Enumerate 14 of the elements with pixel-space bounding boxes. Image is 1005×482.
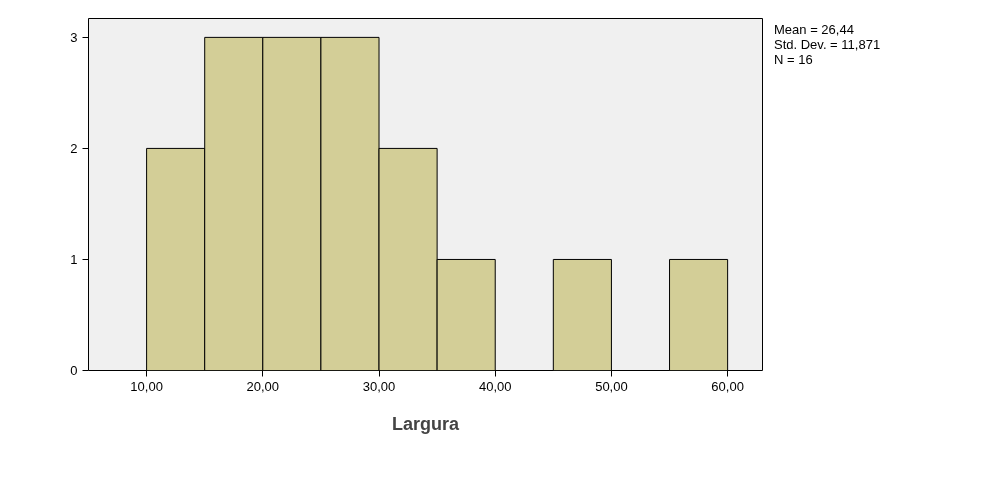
- x-tick-label: 20,00: [246, 378, 280, 394]
- x-tick-label: 60,00: [711, 378, 744, 394]
- x-tick-label: 30,00: [362, 378, 396, 394]
- x-axis-title: Largura: [391, 413, 460, 434]
- x-tick-label: 10,00: [130, 378, 163, 394]
- y-tick-label: 3: [70, 29, 78, 45]
- x-tick-label: 40,00: [478, 378, 512, 394]
- y-tick-label: 0: [70, 363, 78, 378]
- text: Mean = 26,44: [774, 22, 854, 37]
- y-tick-label: 2: [70, 140, 78, 156]
- x-tick-label: 50,00: [595, 378, 628, 394]
- text: Std. Dev. = 11,871: [774, 37, 881, 52]
- y-tick-label: 1: [70, 251, 78, 267]
- text: N = 16: [774, 52, 813, 67]
